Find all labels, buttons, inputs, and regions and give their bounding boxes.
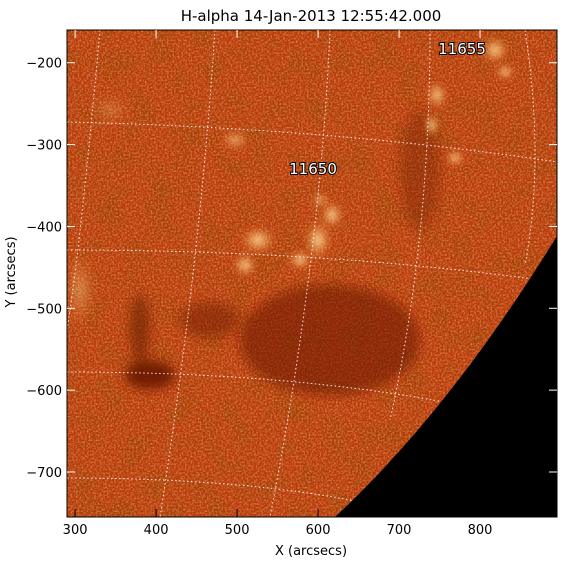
space-beyond-limb <box>335 236 557 517</box>
dark-filament-region <box>125 110 440 395</box>
x-tick-label: 300 <box>63 523 88 538</box>
y-tick-label: −300 <box>26 139 62 154</box>
x-tick-label: 600 <box>306 523 331 538</box>
heliographic-grid <box>67 30 557 517</box>
x-tick-label: 800 <box>468 523 493 538</box>
x-tick-label: 400 <box>144 523 169 538</box>
x-tick-label: 700 <box>387 523 412 538</box>
y-tick-label: −700 <box>26 466 62 481</box>
y-axis-label: Y (arcsecs) <box>4 236 19 308</box>
ar-label-11655: 11655 <box>438 40 486 58</box>
y-tick-label: −400 <box>26 220 62 235</box>
bright-plage-ar11650 <box>220 130 344 277</box>
x-axis: 300 400 500 600 700 800 <box>63 30 493 538</box>
plot-frame <box>66 29 558 518</box>
bright-plage-ar11655 <box>424 36 515 166</box>
bright-plage-limb <box>67 96 130 330</box>
x-axis-label: X (arcsecs) <box>275 544 347 559</box>
solar-image <box>67 30 557 517</box>
y-axis: −200 −300 −400 −500 −600 −700 <box>26 57 557 481</box>
figure-title: H-alpha 14-Jan-2013 12:55:42.000 <box>181 7 442 25</box>
y-tick-label: −200 <box>26 57 62 72</box>
ar-label-11650: 11650 <box>289 160 337 178</box>
y-tick-label: −500 <box>26 302 62 317</box>
y-tick-label: −600 <box>26 384 62 399</box>
x-tick-label: 500 <box>225 523 250 538</box>
